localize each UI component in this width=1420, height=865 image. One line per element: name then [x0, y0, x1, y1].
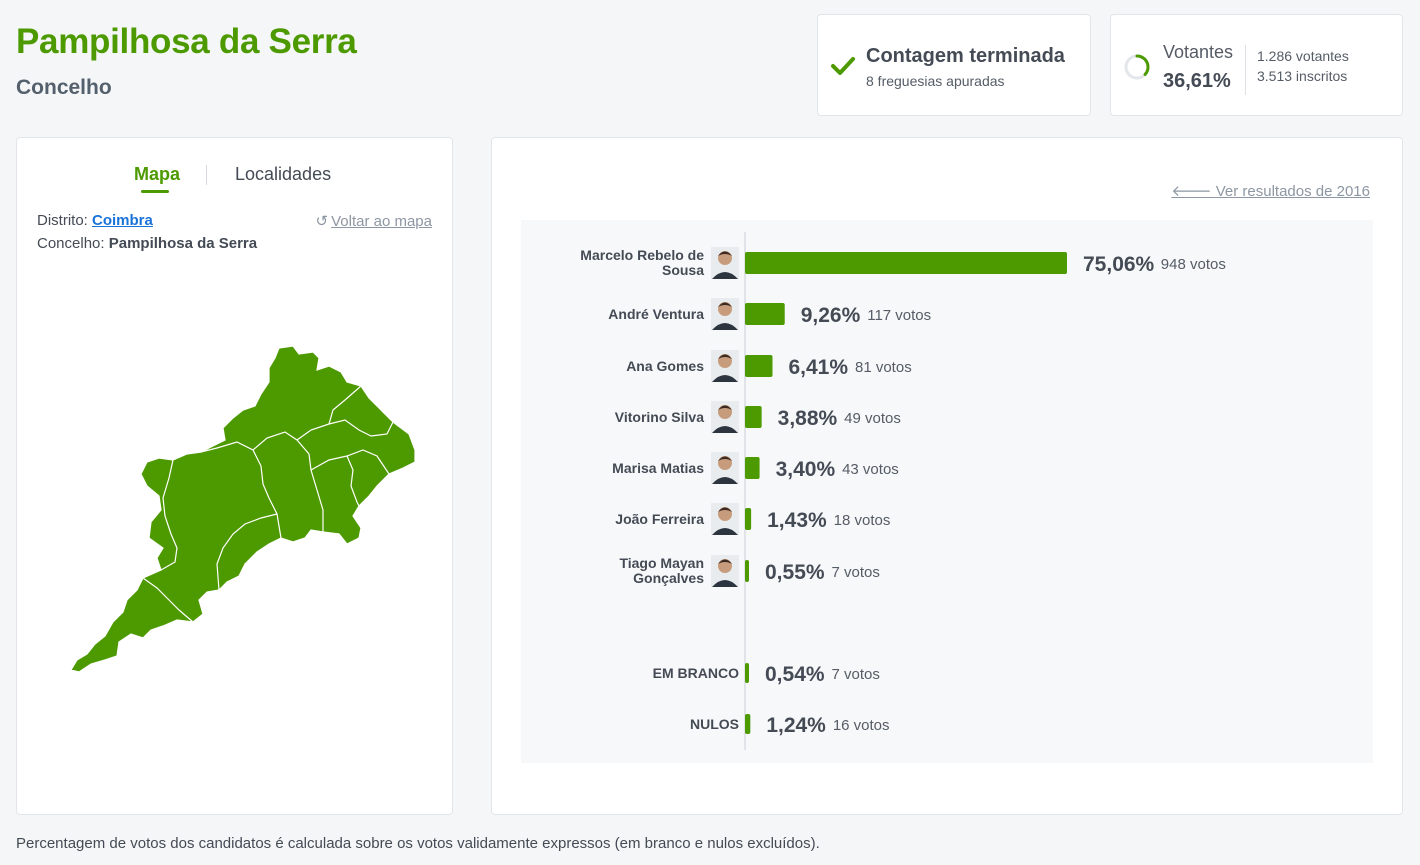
result-percent: 75,06% — [1083, 253, 1155, 276]
result-votes: 7 votos — [832, 564, 880, 581]
tab-divider — [206, 165, 207, 185]
photo-body — [712, 477, 738, 484]
photo-hair — [718, 456, 732, 461]
map-region[interactable] — [70, 345, 416, 673]
candidate-name: Marisa Matias — [612, 460, 704, 476]
result-percent: 0,55% — [765, 561, 825, 584]
concelho-value: Pampilhosa da Serra — [108, 235, 258, 252]
candidate-name: Marcelo Rebelo de — [580, 247, 704, 263]
photo-hair — [718, 302, 732, 307]
photo-hair — [718, 559, 732, 564]
candidate-photo — [711, 503, 739, 535]
check-icon — [831, 57, 855, 75]
result-percent: 6,41% — [788, 356, 848, 379]
result-bar — [745, 303, 785, 325]
result-bar — [745, 406, 762, 428]
result-percent: 3,40% — [776, 458, 836, 481]
result-percent: 9,26% — [801, 304, 861, 327]
count-status-subtitle: 8 freguesias apuradas — [866, 73, 1005, 89]
district-label: Distrito: — [37, 212, 88, 229]
turnout-progress-ring — [1124, 54, 1150, 80]
result-percent: 0,54% — [765, 663, 825, 686]
previous-results-link[interactable]: 🡐 Ver resultados de 2016 — [1171, 181, 1370, 200]
back-to-map-label: Voltar ao mapa — [331, 213, 432, 230]
undo-icon: ↺ — [315, 213, 329, 230]
tab-mapa[interactable]: Mapa — [134, 164, 181, 184]
result-label: EM BRANCO — [653, 665, 739, 681]
candidate-name: Tiago Mayan — [619, 555, 704, 571]
map-panel: Mapa Localidades Distrito: Coimbra Conce… — [16, 137, 453, 815]
arrow-left-icon: 🡐 — [1171, 183, 1216, 200]
turnout-card: Votantes 36,61% 1.286 votantes 3.513 ins… — [1110, 14, 1403, 116]
candidate-name: João Ferreira — [615, 511, 704, 527]
photo-body — [712, 323, 738, 330]
concelho-row: Concelho: Pampilhosa da Serra — [37, 235, 257, 252]
photo-body — [712, 272, 738, 279]
back-to-map-link[interactable]: ↺ Voltar ao mapa — [316, 212, 432, 230]
candidate-photo — [711, 350, 739, 382]
result-label: NULOS — [690, 716, 739, 732]
result-bar — [745, 355, 773, 377]
candidate-photo — [711, 298, 739, 330]
registered-count: 3.513 inscritos — [1257, 68, 1348, 84]
voters-count: 1.286 votantes — [1257, 48, 1349, 64]
candidate-photo — [711, 452, 739, 484]
candidate-name: Ana Gomes — [626, 358, 704, 374]
page-title: Pampilhosa da Serra — [16, 22, 357, 61]
count-status-title: Contagem terminada — [866, 45, 1065, 67]
results-chart: 75,06% 948 votos Marcelo Rebelo de Sousa 9,2… — [521, 220, 1373, 763]
candidate-photo — [711, 555, 739, 587]
candidate-name: Gonçalves — [633, 570, 704, 586]
concelho-label: Concelho: — [37, 235, 105, 252]
candidate-name: Vitorino Silva — [615, 409, 704, 425]
result-votes: 117 votos — [867, 307, 931, 324]
result-percent: 1,24% — [766, 714, 826, 737]
photo-hair — [718, 405, 732, 410]
result-bar — [745, 560, 749, 582]
district-row: Distrito: Coimbra — [37, 212, 153, 229]
result-votes: 18 votos — [834, 512, 891, 529]
photo-body — [712, 426, 738, 433]
footnote: Percentagem de votos dos candidatos é ca… — [16, 835, 820, 852]
result-votes: 49 votos — [844, 410, 901, 427]
results-panel: 🡐 Ver resultados de 2016 75,06% 948 votos… — [491, 137, 1403, 815]
result-bar — [745, 663, 749, 683]
candidate-photo — [711, 401, 739, 433]
photo-hair — [718, 507, 732, 512]
turnout-percent: 36,61% — [1163, 70, 1231, 92]
result-votes: 948 votos — [1161, 256, 1226, 273]
result-bar — [745, 252, 1067, 274]
photo-body — [712, 375, 738, 382]
photo-body — [712, 528, 738, 535]
photo-hair — [718, 251, 732, 256]
active-tab-indicator — [141, 190, 169, 193]
concelho-map[interactable] — [47, 338, 427, 678]
result-votes: 81 votos — [855, 359, 912, 376]
result-bar — [745, 457, 760, 479]
result-votes: 43 votos — [842, 461, 899, 478]
candidate-name: André Ventura — [608, 306, 704, 322]
divider — [1245, 45, 1246, 95]
result-bar — [745, 508, 752, 530]
district-link[interactable]: Coimbra — [92, 212, 153, 229]
parish-borders — [142, 385, 394, 623]
tab-localidades[interactable]: Localidades — [235, 164, 332, 184]
result-votes: 7 votos — [832, 666, 880, 683]
result-percent: 1,43% — [767, 509, 827, 532]
candidate-name: Sousa — [662, 262, 704, 278]
page-subtitle: Concelho — [16, 76, 112, 99]
result-percent: 3,88% — [778, 407, 838, 430]
previous-results-label: Ver resultados de 2016 — [1215, 183, 1370, 200]
result-votes: 16 votos — [833, 717, 890, 734]
result-bar — [745, 714, 751, 734]
photo-body — [712, 580, 738, 587]
count-status-card: Contagem terminada 8 freguesias apuradas — [817, 14, 1091, 116]
photo-hair — [718, 354, 732, 359]
candidate-photo — [711, 247, 739, 279]
turnout-label: Votantes — [1163, 42, 1234, 62]
